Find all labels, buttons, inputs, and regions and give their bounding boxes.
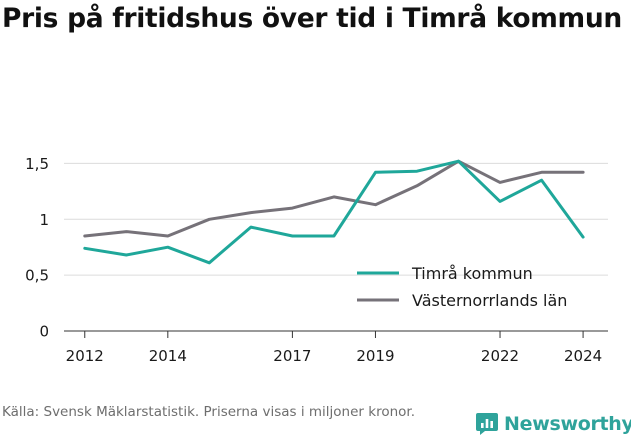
x-tick-label: 2024 bbox=[564, 347, 602, 365]
chart-title: Pris på fritidshus över tid i Timrå komm… bbox=[2, 3, 622, 34]
newsworthy-logo: Newsworthy bbox=[476, 409, 631, 439]
chart-series bbox=[83, 159, 585, 265]
y-axis-tick-labels: 0 0,5 1 1,5 bbox=[25, 155, 49, 341]
y-tick-label: 0,5 bbox=[25, 267, 49, 285]
x-tick-label: 2012 bbox=[66, 347, 104, 365]
legend-label-1: Västernorrlands län bbox=[412, 291, 567, 310]
legend-label-0: Timrå kommun bbox=[411, 264, 533, 283]
y-tick-label: 0 bbox=[39, 323, 49, 341]
x-tick-label: 2022 bbox=[481, 347, 519, 365]
x-axis: 2012 2014 2017 2019 2022 2024 bbox=[64, 330, 608, 365]
y-tick-label: 1 bbox=[39, 211, 49, 229]
newsworthy-logo-icon bbox=[476, 413, 498, 435]
y-tick-label: 1,5 bbox=[25, 155, 49, 173]
newsworthy-logo-text: Newsworthy bbox=[504, 413, 631, 435]
chart-gridlines bbox=[64, 162, 608, 276]
x-tick-label: 2017 bbox=[273, 347, 311, 365]
source-note: Källa: Svensk Mäklarstatistik. Priserna … bbox=[2, 404, 416, 420]
series-line-1 bbox=[83, 159, 585, 238]
x-tick-label: 2014 bbox=[149, 347, 187, 365]
x-tick-label: 2019 bbox=[356, 347, 394, 365]
chart-legend: Timrå kommun Västernorrlands län bbox=[357, 264, 567, 310]
series-line-0 bbox=[83, 159, 585, 265]
